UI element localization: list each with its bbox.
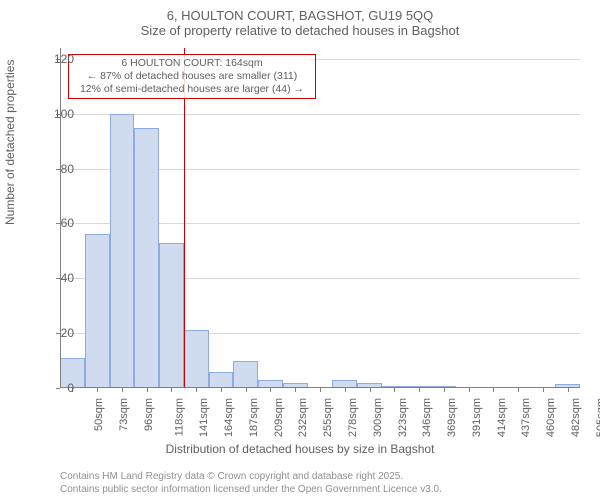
y-axis-label: Number of detached properties [3,60,17,225]
x-tick-label: 369sqm [446,398,458,437]
x-tick-label: 255sqm [322,398,334,437]
x-tick-label: 209sqm [273,398,285,437]
x-tick-mark [568,388,569,392]
x-tick-mark [171,388,172,392]
x-tick-label: 141sqm [199,398,211,437]
y-tick-label: 20 [61,326,74,340]
histogram-bar [134,128,159,388]
x-tick-label: 187sqm [248,398,260,437]
x-tick-label: 505sqm [595,398,600,437]
x-tick-label: 323sqm [397,398,409,437]
y-tick-mark [56,388,60,389]
histogram-bar [85,234,110,388]
x-tick-label: 437sqm [520,398,532,437]
x-tick-label: 414sqm [496,398,508,437]
x-tick-mark [370,388,371,392]
x-tick-mark [196,388,197,392]
x-tick-label: 391sqm [471,398,483,437]
footer-attribution: Contains HM Land Registry data © Crown c… [60,471,442,496]
x-tick-mark [493,388,494,392]
x-tick-label: 460sqm [545,398,557,437]
chart-title: 6, HOULTON COURT, BAGSHOT, GU19 5QQ [0,0,600,23]
x-tick-label: 118sqm [173,398,185,436]
annotation-line-1: 6 HOULTON COURT: 164sqm [75,57,309,70]
x-tick-label: 300sqm [372,398,384,437]
x-tick-mark [122,388,123,392]
x-tick-mark [270,388,271,392]
y-tick-label: 0 [67,381,74,395]
histogram-bar [233,361,258,388]
y-tick-label: 80 [61,162,74,176]
x-tick-mark [221,388,222,392]
x-tick-mark [444,388,445,392]
x-tick-mark [394,388,395,392]
x-tick-label: 232sqm [298,398,310,437]
x-tick-mark [345,388,346,392]
y-tick-label: 60 [61,216,74,230]
histogram-bar [159,243,184,388]
annotation-line-3: 12% of semi-detached houses are larger (… [75,83,309,96]
y-tick-label: 120 [54,52,74,66]
annotation-line-2: ← 87% of detached houses are smaller (31… [75,70,309,83]
x-tick-label: 482sqm [570,398,582,437]
x-tick-label: 50sqm [93,398,105,431]
x-tick-mark [320,388,321,392]
histogram-bar [209,372,234,388]
x-tick-label: 96sqm [143,398,155,431]
x-tick-mark [419,388,420,392]
histogram-bar [184,330,209,388]
histogram-bar [110,114,135,388]
gridline [60,114,580,115]
chart-subtitle: Size of property relative to detached ho… [0,23,600,42]
x-axis-line [60,387,580,388]
x-tick-mark [97,388,98,392]
x-tick-label: 73sqm [118,398,130,431]
x-tick-mark [295,388,296,392]
x-tick-mark [147,388,148,392]
x-tick-label: 164sqm [223,398,235,437]
footer-line-2: Contains public sector information licen… [60,484,442,497]
x-tick-mark [469,388,470,392]
annotation-box: 6 HOULTON COURT: 164sqm ← 87% of detache… [68,54,316,99]
x-tick-label: 346sqm [421,398,433,437]
footer-line-1: Contains HM Land Registry data © Crown c… [60,471,442,484]
x-tick-mark [543,388,544,392]
y-tick-label: 100 [54,107,74,121]
x-axis-label: Distribution of detached houses by size … [0,442,600,456]
x-tick-mark [518,388,519,392]
x-tick-mark [246,388,247,392]
y-tick-label: 40 [61,271,74,285]
x-tick-label: 278sqm [347,398,359,437]
